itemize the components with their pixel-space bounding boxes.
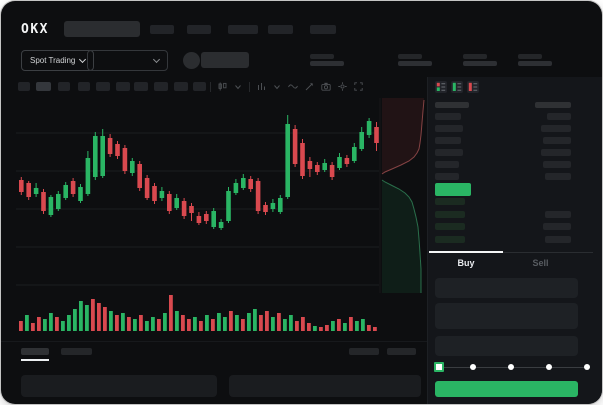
- buy-submit-button[interactable]: [435, 381, 578, 397]
- orderbook-ask-row[interactable]: [541, 149, 571, 156]
- okx-logo[interactable]: OKX: [21, 22, 49, 37]
- line-type-icon[interactable]: [288, 82, 298, 91]
- stat-label-placeholder: [463, 54, 487, 59]
- slider-stop-dot[interactable]: [546, 364, 552, 370]
- market-type-label: Spot Trading: [30, 56, 76, 65]
- timeframe-tab[interactable]: [18, 82, 30, 91]
- stat-label-placeholder: [518, 54, 542, 59]
- orderbook-ask-row[interactable]: [541, 125, 571, 132]
- orderbook-ask-row[interactable]: [435, 125, 463, 132]
- slider-stop-dot[interactable]: [470, 364, 476, 370]
- depth-bids-line: [381, 179, 422, 293]
- slider-stop-dot[interactable]: [584, 364, 590, 370]
- stat-label-placeholder: [310, 54, 334, 59]
- orderbook-ask-row[interactable]: [435, 137, 461, 144]
- camera-icon[interactable]: [321, 82, 331, 91]
- nav-item-placeholder[interactable]: [228, 25, 258, 34]
- depth-asks-area: [382, 98, 424, 174]
- timeframe-tab[interactable]: [154, 82, 168, 91]
- price-chart[interactable]: [16, 97, 426, 341]
- divider: [249, 81, 250, 92]
- market-type-selector[interactable]: Spot Trading: [21, 50, 95, 71]
- order-form-field[interactable]: [435, 303, 578, 329]
- orderbook-mode-bar: [435, 81, 479, 93]
- chevron-down-icon: [79, 55, 87, 64]
- tab-buy[interactable]: Buy: [457, 258, 475, 268]
- nav-item-placeholder[interactable]: [268, 25, 293, 34]
- orderbook-bid-row[interactable]: [435, 210, 465, 218]
- orderbook-bid-row[interactable]: [545, 210, 571, 218]
- pair-name-placeholder: [201, 52, 249, 68]
- stat-value-placeholder: [463, 61, 497, 66]
- divider: [1, 341, 427, 342]
- depth-asks-line: [381, 99, 425, 175]
- orderbook-bid-row[interactable]: [543, 223, 571, 231]
- timeframe-tab[interactable]: [96, 82, 110, 91]
- timeframe-tab[interactable]: [36, 82, 51, 91]
- orderbook-ask-row[interactable]: [543, 161, 571, 168]
- chevron-down-icon: [152, 55, 161, 64]
- nav-item-placeholder[interactable]: [150, 25, 174, 34]
- candle-style-icon[interactable]: [218, 82, 227, 91]
- orderbook-header-price: [435, 102, 469, 108]
- orderbook-ask-row[interactable]: [435, 113, 461, 120]
- fullscreen-icon[interactable]: [354, 82, 363, 91]
- candlestick-series: [19, 115, 379, 230]
- timeframe-tab[interactable]: [134, 82, 148, 91]
- orderbook-mid-price[interactable]: [435, 183, 471, 196]
- settings-icon[interactable]: [338, 82, 347, 91]
- stat-value-placeholder: [398, 61, 432, 66]
- bottom-action-placeholder[interactable]: [349, 348, 379, 355]
- active-tab-indicator: [429, 251, 503, 253]
- nav-item-placeholder[interactable]: [310, 25, 336, 34]
- book-asks-only-icon[interactable]: [467, 81, 479, 93]
- divider: [210, 81, 211, 92]
- timeframe-tab[interactable]: [58, 82, 70, 91]
- volume-series: [19, 295, 377, 331]
- timeframe-tab[interactable]: [193, 82, 206, 91]
- book-bids-only-icon[interactable]: [451, 81, 463, 93]
- tab-sell[interactable]: Sell: [532, 258, 549, 268]
- orderbook-ask-row[interactable]: [543, 137, 571, 144]
- book-both-sides-icon[interactable]: [435, 81, 447, 93]
- coin-avatar: [183, 52, 200, 69]
- stat-value-placeholder: [518, 61, 552, 66]
- pair-selector[interactable]: [87, 50, 168, 71]
- nav-item-placeholder[interactable]: [187, 25, 211, 34]
- orderbook-ask-row[interactable]: [435, 161, 459, 168]
- bottom-panel: [229, 375, 421, 397]
- orderbook-ask-row[interactable]: [435, 173, 459, 180]
- orderbook-bid-row[interactable]: [435, 236, 465, 244]
- orderbook-header-amount: [535, 102, 571, 108]
- orderbook-ask-row[interactable]: [435, 149, 463, 156]
- depth-bids-area: [382, 180, 421, 293]
- chevron-down-icon[interactable]: [234, 83, 242, 91]
- order-form-field[interactable]: [435, 278, 578, 298]
- timeframe-tab[interactable]: [174, 82, 188, 91]
- orderbook-ask-row[interactable]: [545, 173, 571, 180]
- draw-tool-icon[interactable]: [305, 82, 314, 91]
- orderbook-bid-row[interactable]: [545, 236, 571, 244]
- chevron-down-icon[interactable]: [273, 83, 281, 91]
- order-form-field[interactable]: [435, 336, 578, 356]
- orderbook-ask-row[interactable]: [547, 113, 571, 120]
- bottom-tab[interactable]: [61, 348, 92, 355]
- bottom-panel: [21, 375, 217, 397]
- timeframe-tab[interactable]: [78, 82, 90, 91]
- timeframe-tab[interactable]: [116, 82, 130, 91]
- search-input[interactable]: [64, 21, 140, 37]
- orderbook-bid-row[interactable]: [435, 223, 465, 231]
- bottom-action-placeholder[interactable]: [387, 348, 416, 355]
- slider-stop-dot[interactable]: [508, 364, 514, 370]
- indicators-icon[interactable]: [257, 82, 266, 91]
- bottom-tab[interactable]: [21, 348, 49, 355]
- orderbook-bid-row[interactable]: [435, 198, 465, 205]
- stat-value-placeholder: [310, 61, 344, 66]
- slider-handle[interactable]: [434, 362, 444, 372]
- divider: [429, 252, 593, 253]
- chart-toolbar-icons: [210, 80, 363, 93]
- active-tab-indicator: [21, 359, 49, 361]
- stat-label-placeholder: [398, 54, 422, 59]
